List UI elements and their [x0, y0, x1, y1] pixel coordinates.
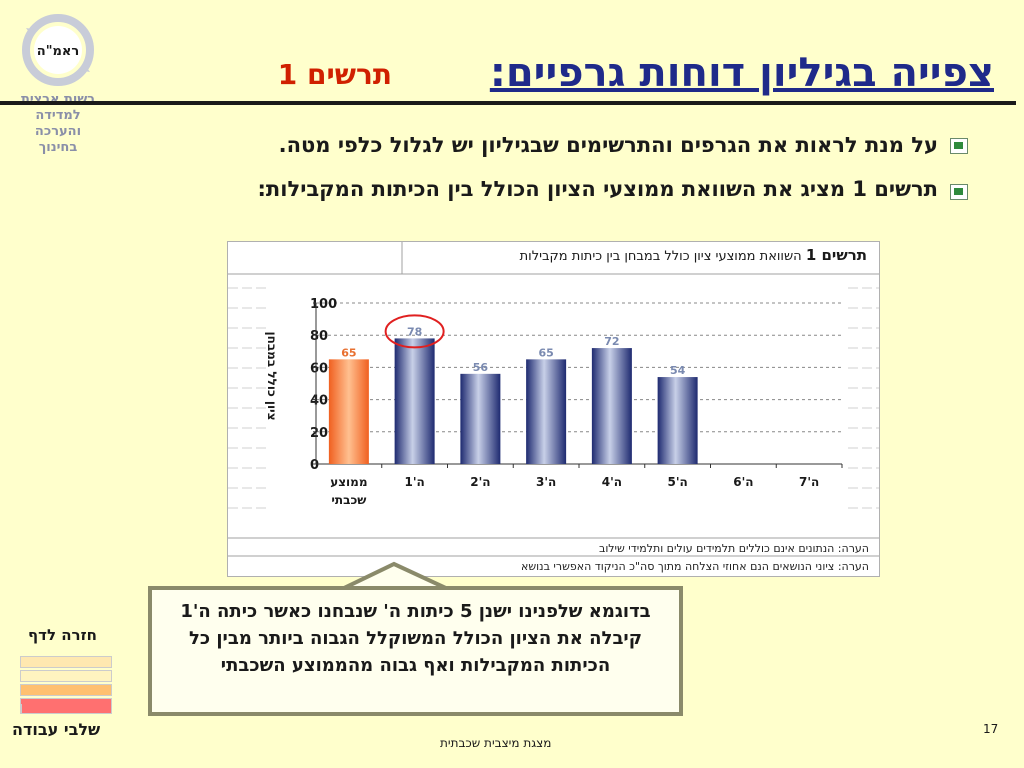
excel-icon [950, 138, 968, 154]
chart-title-number: תרשים 1 [805, 246, 867, 264]
data-label: 65 [538, 346, 553, 359]
bullet-chart-description: תרשים 1 מציג את השוואת ממוצעי הציון הכול… [257, 177, 938, 201]
explanation-callout: בדוגמא שלפנינו ישנן 5 כיתות ה' שנבחנו כא… [148, 586, 683, 716]
chart-title-text: השוואת ממוצעי ציון כולל במבחן בין כיתות … [519, 249, 802, 264]
class-bar [526, 359, 567, 464]
x-category-label: ה'5 [667, 475, 687, 489]
logo-label: ראמ"ה [37, 44, 79, 59]
work-stages-link[interactable]: שלבי עבודה [12, 720, 101, 739]
thumbnail-spacer [20, 704, 22, 714]
x-category-label: ה'1 [404, 475, 424, 489]
average-bar [328, 359, 369, 464]
page-title: צפייה בגיליון דוחות גרפיים: [489, 50, 994, 96]
thumbnail-row[interactable] [20, 684, 112, 696]
x-category-label: ה'2 [470, 475, 490, 489]
page-number: 17 [983, 722, 999, 736]
thumbnail-row[interactable] [20, 656, 112, 668]
footer-text: מצגת מיצבית שכבתית [440, 736, 552, 750]
callout-text: בדוגמא שלפנינו ישנן 5 כיתות ה' שנבחנו כא… [180, 601, 651, 676]
class-bar [394, 338, 435, 464]
thumbnail-row[interactable] [20, 698, 112, 714]
data-label: 56 [473, 361, 489, 374]
page-subtitle: תרשים 1 [277, 58, 392, 91]
class-bar [591, 348, 632, 464]
y-tick-label: 80 [310, 329, 328, 344]
y-axis-title: ציון כולל במבחן [265, 331, 279, 420]
org-line: למדידה [35, 108, 81, 123]
x-category-label: ממוצע [330, 475, 367, 489]
highlight-circle [384, 314, 445, 349]
callout-pointer [340, 561, 451, 590]
y-tick-label: 100 [310, 297, 337, 312]
data-label: 72 [604, 335, 619, 348]
rama-logo: ראמ"ה [22, 14, 94, 86]
x-category-label: ה'3 [536, 475, 556, 489]
back-to-page-link[interactable]: חזרה לדף [28, 626, 97, 644]
data-label: 65 [341, 346, 356, 359]
org-line: רשות ארצית [20, 92, 96, 107]
chart-panel: 0 20 40 60 80 100 65 78 56 65 72 54 ממוצע שכבתי ה'1 ה… [227, 241, 880, 577]
org-line: והערכה [34, 124, 82, 139]
y-tick-label: 60 [310, 361, 328, 376]
excel-icon [950, 184, 968, 200]
y-tick-label: 40 [310, 394, 328, 409]
chart-title: תרשים 1 השוואת ממוצעי ציון כולל במבחן בי… [520, 246, 867, 264]
y-tick-label: 20 [310, 426, 328, 441]
x-category-label: ה'7 [799, 475, 819, 489]
title-divider [0, 101, 1016, 105]
bar-chart: 0 20 40 60 80 100 65 78 56 65 72 54 ממוצע שכבתי ה'1 ה… [228, 242, 879, 557]
y-tick-label: 0 [310, 458, 319, 473]
bullet-scroll-instruction: על מנת לראות את הגרפים והתרשימים שבגיליו… [278, 133, 938, 157]
data-label: 54 [670, 364, 686, 377]
data-label: 78 [407, 325, 422, 338]
x-category-label: שכבתי [331, 493, 366, 507]
class-bar [460, 373, 501, 464]
org-line: בחינוך [38, 140, 78, 155]
class-bar [657, 377, 698, 464]
x-category-label: ה'6 [733, 475, 753, 489]
chart-note: הערה: הנתונים אינם כוללים תלמידים עולים … [598, 542, 869, 555]
x-category-label: ה'4 [602, 475, 622, 489]
chart-note: הערה: ציוני הנושאים הנם אחוזי הצלחה מתוך… [521, 560, 869, 573]
thumbnail-row[interactable] [20, 670, 112, 682]
